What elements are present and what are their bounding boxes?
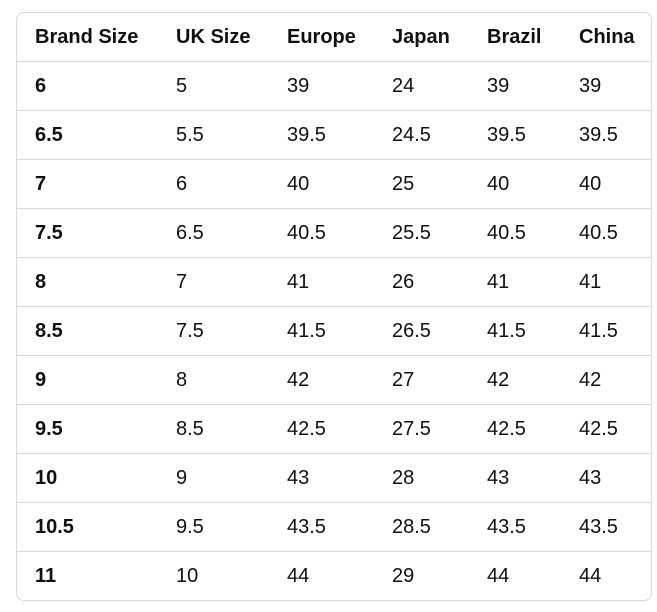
table-cell: 28.5: [374, 502, 469, 552]
table-cell: 7: [158, 257, 269, 307]
table-cell: 40: [269, 159, 374, 209]
table-cell: 42.5: [561, 404, 651, 454]
table-row: 11 10 44 29 44 44: [17, 551, 651, 600]
table-cell: 27.5: [374, 404, 469, 454]
table-cell: 41: [561, 257, 651, 307]
table-cell: 40: [561, 159, 651, 209]
table-row: 9.5 8.5 42.5 27.5 42.5 42.5: [17, 404, 651, 454]
table-row: 6.5 5.5 39.5 24.5 39.5 39.5: [17, 110, 651, 160]
table-cell: 40: [469, 159, 561, 209]
table-cell: 40.5: [469, 208, 561, 258]
table-cell: 43.5: [269, 502, 374, 552]
table-cell: 9: [17, 355, 158, 405]
table-cell: 6.5: [158, 208, 269, 258]
header-cell: China: [579, 25, 635, 48]
header-cell: Brand Size: [35, 25, 139, 48]
table-cell: 10: [17, 453, 158, 503]
table-cell: 9: [158, 453, 269, 503]
table-cell: 26: [374, 257, 469, 307]
table-cell: 44: [469, 551, 561, 600]
table-row: 8 7 41 26 41 41: [17, 257, 651, 307]
table-cell: 43: [561, 453, 651, 503]
table-cell: 40.5: [561, 208, 651, 258]
table-row: 8.5 7.5 41.5 26.5 41.5 41.5: [17, 306, 651, 356]
table-cell: 44: [269, 551, 374, 600]
table-row: 9 8 42 27 42 42: [17, 355, 651, 405]
table-cell: 8.5: [158, 404, 269, 454]
table-cell: 25: [374, 159, 469, 209]
table-row: 7 6 40 25 40 40: [17, 159, 651, 209]
table-cell: 41: [469, 257, 561, 307]
table-cell: 41: [269, 257, 374, 307]
table-cell: 42: [561, 355, 651, 405]
table-cell: 8: [17, 257, 158, 307]
table-cell: 43: [269, 453, 374, 503]
header-cell: Europe: [287, 25, 356, 48]
table-cell: 6.5: [17, 110, 158, 160]
table-cell: 7.5: [17, 208, 158, 258]
table-cell: 6: [17, 61, 158, 111]
table-cell: 43.5: [561, 502, 651, 552]
table-cell: 28: [374, 453, 469, 503]
table-cell: 27: [374, 355, 469, 405]
table-cell: 42.5: [469, 404, 561, 454]
table-cell: 39.5: [269, 110, 374, 160]
table-cell: 41.5: [269, 306, 374, 356]
header-cell: Japan: [392, 25, 450, 48]
table-cell: 39: [469, 61, 561, 111]
table-cell: 5.5: [158, 110, 269, 160]
table-cell: 9.5: [17, 404, 158, 454]
table-cell: 8: [158, 355, 269, 405]
header-cell: UK Size: [176, 25, 251, 48]
table-cell: 42: [469, 355, 561, 405]
table-cell: 39.5: [469, 110, 561, 160]
table-cell: 39: [269, 61, 374, 111]
table-cell: 8.5: [17, 306, 158, 356]
table-cell: 24.5: [374, 110, 469, 160]
table-cell: 43: [469, 453, 561, 503]
table-row: 10 9 43 28 43 43: [17, 453, 651, 503]
header-row: Brand Size UK Size Europe Japan Brazil China: [17, 13, 651, 62]
table-cell: 24: [374, 61, 469, 111]
table-cell: 11: [17, 551, 158, 600]
table-row: 10.5 9.5 43.5 28.5 43.5 43.5: [17, 502, 651, 552]
table-cell: 42.5: [269, 404, 374, 454]
table-cell: 6: [158, 159, 269, 209]
table-cell: 39: [561, 61, 651, 111]
table-cell: 10: [158, 551, 269, 600]
table-cell: 43.5: [469, 502, 561, 552]
table-row: 6 5 39 24 39 39: [17, 61, 651, 111]
table-cell: 40.5: [269, 208, 374, 258]
table-cell: 9.5: [158, 502, 269, 552]
table-cell: 41.5: [469, 306, 561, 356]
table-cell: 29: [374, 551, 469, 600]
table-cell: 7: [17, 159, 158, 209]
table-cell: 41.5: [561, 306, 651, 356]
table-row: 7.5 6.5 40.5 25.5 40.5 40.5: [17, 208, 651, 258]
size-table-container: Brand Size UK Size Europe Japan Brazil China …: [16, 12, 652, 601]
table-cell: 7.5: [158, 306, 269, 356]
table-cell: 25.5: [374, 208, 469, 258]
table-cell: 26.5: [374, 306, 469, 356]
table-cell: 44: [561, 551, 651, 600]
table-cell: 5: [158, 61, 269, 111]
header-cell: Brazil: [487, 25, 542, 48]
table-cell: 39.5: [561, 110, 651, 160]
table-cell: 42: [269, 355, 374, 405]
table-cell: 10.5: [17, 502, 158, 552]
size-table: Brand Size UK Size Europe Japan Brazil China …: [17, 13, 651, 600]
